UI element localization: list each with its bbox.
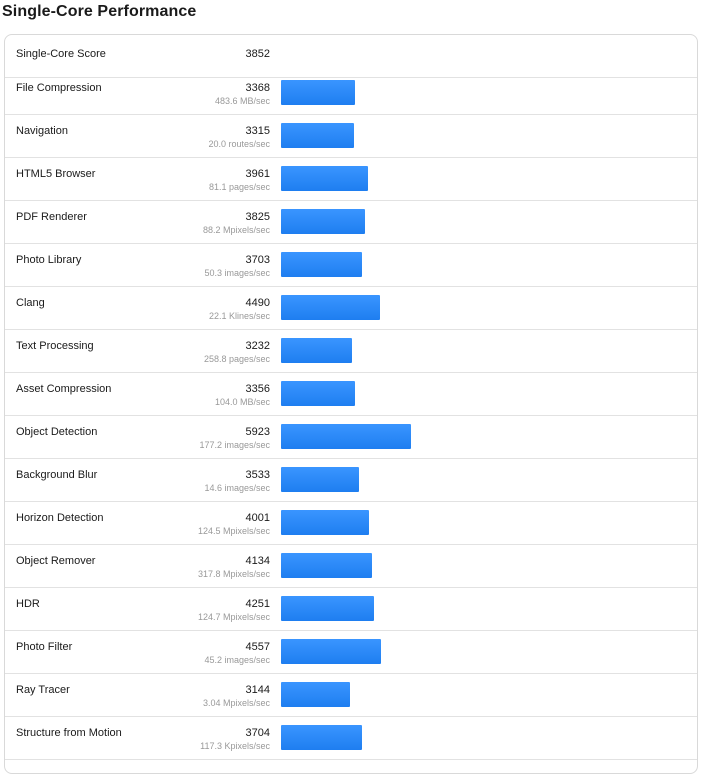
benchmark-row: File Compression 3368 483.6 MB/sec [5, 72, 697, 115]
benchmark-bar [281, 424, 411, 449]
benchmark-bar [281, 166, 368, 191]
benchmark-row: Clang 4490 22.1 Klines/sec [5, 287, 697, 330]
benchmark-throughput: 3.04 Mpixels/sec [202, 698, 270, 708]
benchmark-name: Ray Tracer [16, 684, 70, 696]
benchmark-row: HTML5 Browser 3961 81.1 pages/sec [5, 158, 697, 201]
benchmark-name: Asset Compression [16, 383, 112, 395]
benchmark-score: 3356 [245, 383, 270, 395]
benchmark-row: Object Detection 5923 177.2 images/sec [5, 416, 697, 459]
benchmark-throughput: 258.8 pages/sec [203, 354, 270, 364]
benchmark-score: 3825 [245, 211, 270, 223]
benchmark-throughput: 104.0 MB/sec [214, 397, 270, 407]
benchmark-name: Photo Filter [16, 641, 73, 653]
benchmark-row: Horizon Detection 4001 124.5 Mpixels/sec [5, 502, 697, 545]
benchmark-throughput: 14.6 images/sec [204, 483, 270, 493]
benchmark-throughput: 50.3 images/sec [204, 268, 270, 278]
benchmark-bar [281, 295, 380, 320]
benchmark-throughput: 124.5 Mpixels/sec [197, 526, 270, 536]
benchmark-name: Clang [16, 297, 45, 309]
benchmark-row: HDR 4251 124.7 Mpixels/sec [5, 588, 697, 631]
benchmark-name: Structure from Motion [16, 727, 122, 739]
benchmark-name: HTML5 Browser [16, 168, 96, 180]
benchmark-throughput: 483.6 MB/sec [214, 96, 270, 106]
benchmark-throughput: 124.7 Mpixels/sec [197, 612, 270, 622]
benchmark-throughput: 22.1 Klines/sec [208, 311, 270, 321]
benchmark-name: Text Processing [16, 340, 94, 352]
benchmark-row: Background Blur 3533 14.6 images/sec [5, 459, 697, 502]
benchmark-bar [281, 467, 359, 492]
benchmark-bar [281, 639, 381, 664]
benchmark-throughput: 81.1 pages/sec [208, 182, 270, 192]
benchmark-name: Navigation [16, 125, 68, 137]
benchmark-name: Background Blur [16, 469, 98, 481]
benchmark-bar [281, 80, 355, 105]
summary-score: 3852 [245, 48, 270, 60]
benchmark-bar [281, 510, 369, 535]
benchmark-score: 4557 [245, 641, 270, 653]
benchmark-score: 3703 [245, 254, 270, 266]
summary-label: Single-Core Score [16, 48, 106, 60]
benchmark-name: Object Detection [16, 426, 98, 438]
benchmark-row: Asset Compression 3356 104.0 MB/sec [5, 373, 697, 416]
results-card: Single-Core Score 3852 File Compression 3… [4, 34, 698, 774]
benchmark-row: Navigation 3315 20.0 routes/sec [5, 115, 697, 158]
benchmark-name: Object Remover [16, 555, 96, 567]
benchmark-throughput: 177.2 images/sec [199, 440, 270, 450]
page-title: Single-Core Performance [2, 3, 197, 20]
benchmark-bar [281, 381, 355, 406]
benchmark-row: Photo Filter 4557 45.2 images/sec [5, 631, 697, 674]
benchmark-name: File Compression [16, 82, 102, 94]
benchmark-score: 3315 [245, 125, 270, 137]
benchmark-row: Text Processing 3232 258.8 pages/sec [5, 330, 697, 373]
benchmark-bar [281, 596, 374, 621]
benchmark-name: Photo Library [16, 254, 82, 266]
benchmark-score: 3232 [245, 340, 270, 352]
benchmark-bar [281, 252, 362, 277]
benchmark-name: Horizon Detection [16, 512, 104, 524]
benchmark-score: 4134 [245, 555, 270, 567]
benchmark-score: 3961 [245, 168, 270, 180]
benchmark-bar [281, 338, 352, 363]
benchmark-row: Object Remover 4134 317.8 Mpixels/sec [5, 545, 697, 588]
benchmark-throughput: 317.8 Mpixels/sec [197, 569, 270, 579]
benchmark-bar [281, 209, 365, 234]
benchmark-score: 3368 [245, 82, 270, 94]
benchmark-bar [281, 123, 354, 148]
benchmark-throughput: 45.2 images/sec [204, 655, 270, 665]
benchmark-score: 3704 [245, 727, 270, 739]
benchmark-score: 4251 [245, 598, 270, 610]
benchmark-name: HDR [16, 598, 40, 610]
benchmark-score: 3144 [245, 684, 270, 696]
benchmark-score: 5923 [245, 426, 270, 438]
benchmark-score: 4001 [245, 512, 270, 524]
benchmark-throughput: 88.2 Mpixels/sec [202, 225, 270, 235]
benchmark-bar [281, 725, 362, 750]
benchmark-row: Structure from Motion 3704 117.3 Kpixels/s… [5, 717, 697, 760]
benchmark-bar [281, 553, 372, 578]
benchmark-score: 4490 [245, 297, 270, 309]
summary-row: Single-Core Score 3852 [5, 35, 697, 78]
benchmark-throughput: 20.0 routes/sec [208, 139, 270, 149]
benchmark-bar [281, 682, 350, 707]
benchmark-name: PDF Renderer [16, 211, 87, 223]
benchmark-row: Photo Library 3703 50.3 images/sec [5, 244, 697, 287]
benchmark-score: 3533 [245, 469, 270, 481]
benchmark-throughput: 117.3 Kpixels/sec [200, 741, 270, 751]
benchmark-row: PDF Renderer 3825 88.2 Mpixels/sec [5, 201, 697, 244]
benchmark-row: Ray Tracer 3144 3.04 Mpixels/sec [5, 674, 697, 717]
